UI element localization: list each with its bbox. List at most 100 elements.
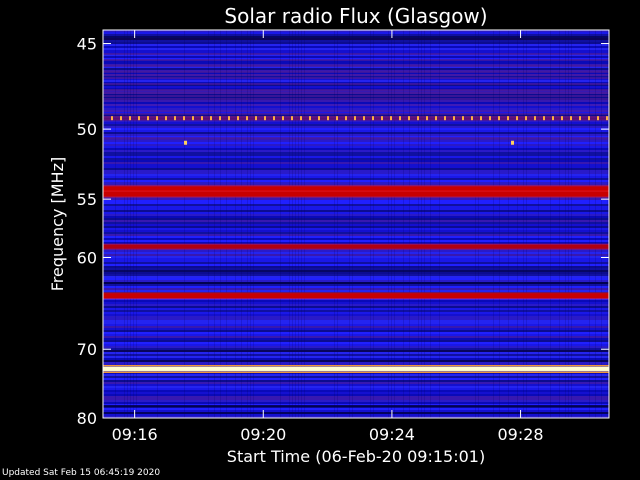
emission-spike bbox=[489, 116, 491, 121]
spectrum-channel bbox=[103, 332, 609, 334]
spectrum-channel bbox=[103, 184, 609, 186]
spectrum-channel bbox=[103, 152, 609, 154]
emission-spike bbox=[435, 116, 437, 121]
spectrum-channel bbox=[103, 226, 609, 228]
spectrum-channel-dark bbox=[103, 38, 609, 40]
spectrum-channel bbox=[103, 266, 609, 268]
time-column bbox=[508, 30, 509, 418]
spectrum-channel bbox=[103, 89, 609, 91]
spectrum-channel bbox=[103, 392, 609, 394]
spectrum-channel bbox=[103, 310, 609, 312]
time-column bbox=[214, 30, 215, 418]
spectrum-channel bbox=[103, 254, 609, 256]
spectrum-channel bbox=[103, 110, 609, 112]
time-column bbox=[349, 30, 350, 418]
time-column bbox=[538, 30, 539, 418]
y-tick-label: 45 bbox=[77, 35, 97, 54]
spectrum-channel bbox=[103, 30, 609, 32]
spectrum-channel bbox=[103, 104, 609, 106]
update-timestamp: Updated Sat Feb 15 06:45:19 2020 bbox=[2, 468, 161, 478]
spectrum-channel bbox=[103, 250, 609, 252]
spectrum-channel bbox=[103, 65, 609, 67]
spectrum-channel bbox=[103, 402, 609, 404]
spectrum-channel bbox=[103, 172, 609, 174]
spectrum-channel bbox=[103, 322, 609, 324]
time-column bbox=[493, 30, 494, 418]
emission-spike bbox=[201, 116, 203, 121]
time-column bbox=[589, 30, 590, 418]
spectrum-channel bbox=[103, 272, 609, 274]
spectrum-channel bbox=[103, 320, 609, 322]
emission-spike bbox=[372, 116, 374, 121]
spectrum-channel bbox=[103, 160, 609, 162]
emission-spike bbox=[570, 116, 572, 121]
spectrum-channel bbox=[103, 414, 609, 416]
chart-title: Solar radio Flux (Glasgow) bbox=[224, 4, 487, 28]
spectrum-channel-dark bbox=[103, 350, 609, 352]
x-tick-label: 09:24 bbox=[369, 425, 415, 444]
time-column bbox=[352, 30, 353, 418]
spectrum-channel bbox=[103, 408, 609, 410]
spectrum-channel bbox=[103, 40, 609, 42]
spectrum-channel bbox=[103, 168, 609, 170]
emission-spike bbox=[237, 116, 239, 121]
time-column bbox=[304, 30, 305, 418]
time-column bbox=[559, 30, 560, 418]
time-column bbox=[292, 30, 293, 418]
spectrum-channel bbox=[103, 314, 609, 316]
time-column bbox=[421, 30, 422, 418]
spectrum-channel bbox=[103, 146, 609, 148]
time-column bbox=[241, 30, 242, 418]
spectrum-channel bbox=[103, 290, 609, 292]
emission-spike bbox=[147, 116, 149, 121]
emission-spike bbox=[507, 116, 509, 121]
emission-band bbox=[103, 366, 609, 371]
spectrum-channel bbox=[103, 348, 609, 350]
emission-spike bbox=[120, 116, 122, 121]
spectrum-channel bbox=[103, 228, 609, 230]
time-column bbox=[235, 30, 236, 418]
time-column bbox=[478, 30, 479, 418]
emission-spike bbox=[255, 116, 257, 121]
spectrum-channel bbox=[103, 68, 609, 70]
emission-spike bbox=[511, 140, 515, 145]
spectrum-channel bbox=[103, 396, 609, 398]
emission-spike bbox=[525, 116, 527, 121]
emission-spike bbox=[345, 116, 347, 121]
spectrum-channel bbox=[103, 224, 609, 226]
spectrum-channel bbox=[103, 180, 609, 182]
spectrum-channel bbox=[103, 268, 609, 270]
spectrum-channel-dark bbox=[103, 270, 609, 272]
time-column bbox=[253, 30, 254, 418]
emission-spike bbox=[471, 116, 473, 121]
spectrum-channel bbox=[103, 336, 609, 338]
time-column bbox=[115, 30, 116, 418]
time-column bbox=[280, 30, 281, 418]
y-axis-label: Frequency [MHz] bbox=[48, 157, 67, 291]
time-column bbox=[418, 30, 419, 418]
spectrum-channel bbox=[103, 312, 609, 314]
emission-spike bbox=[597, 116, 599, 121]
emission-spike bbox=[498, 116, 500, 121]
emission-spike bbox=[309, 116, 311, 121]
time-column bbox=[550, 30, 551, 418]
spectrum-channel bbox=[103, 342, 609, 344]
time-column bbox=[373, 30, 374, 418]
spectrum-channel bbox=[103, 286, 609, 288]
emission-spike bbox=[534, 116, 536, 121]
spectrum-channel bbox=[103, 32, 609, 34]
spectrum-channel bbox=[103, 308, 609, 310]
spectrogram-plot bbox=[103, 30, 609, 418]
spectrum-channel bbox=[103, 42, 609, 44]
spectrum-channel bbox=[103, 386, 609, 388]
time-column bbox=[430, 30, 431, 418]
spectrum-channel bbox=[103, 416, 609, 418]
spectrum-channel bbox=[103, 232, 609, 234]
spectrum-channel bbox=[103, 354, 609, 356]
emission-spike bbox=[318, 116, 320, 121]
spectrum-channel bbox=[103, 222, 609, 224]
emission-spike bbox=[363, 116, 365, 121]
y-tick-label: 50 bbox=[77, 120, 97, 139]
emission-band bbox=[103, 293, 609, 299]
spectrum-channel bbox=[103, 214, 609, 216]
